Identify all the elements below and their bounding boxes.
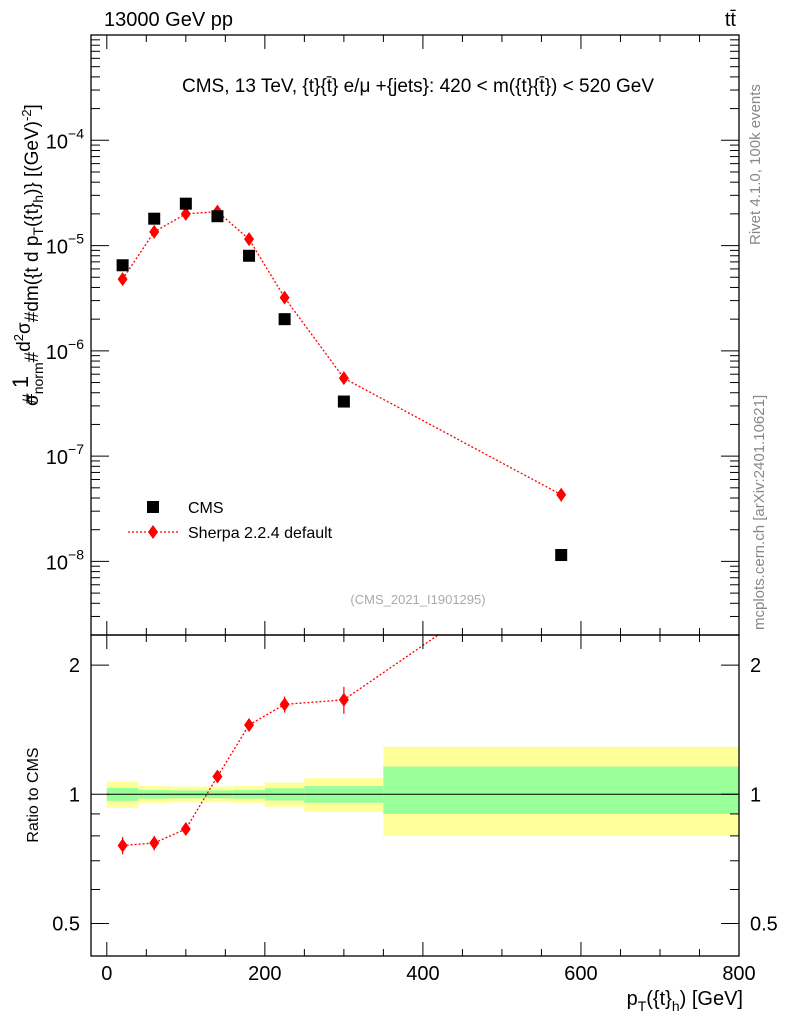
ylabel-dm: dm({t bbox=[22, 267, 43, 312]
ylabel-dpt-sub: T bbox=[30, 227, 46, 236]
main-ylabel: # 1 σnorm#d2σ#dm({t d pT({t}h)} [(GeV)-2… bbox=[8, 104, 46, 406]
ratio-x-tick-label: 400 bbox=[406, 963, 439, 985]
sherpa-line bbox=[122, 210, 562, 496]
sherpa-point bbox=[149, 224, 160, 239]
sherpa-point bbox=[117, 272, 128, 287]
sherpa-point bbox=[244, 232, 255, 247]
legend-cms-label: CMS bbox=[188, 500, 224, 517]
ratio-xlabel: pT({t}h) [GeV] bbox=[627, 988, 743, 1014]
ylabel-unit: [(GeV) bbox=[22, 121, 43, 177]
xlabel-sub: T bbox=[638, 998, 647, 1014]
legend: CMS Sherpa 2.2.4 default bbox=[128, 500, 333, 542]
cms-point bbox=[116, 259, 129, 272]
main-y-tick-label: 10−5 bbox=[46, 231, 84, 259]
ylabel-hash1: # bbox=[20, 393, 41, 404]
sherpa-point bbox=[338, 371, 349, 386]
xlabel-end: ) [GeV] bbox=[680, 988, 743, 1010]
ylabel-unit-close: ] bbox=[22, 104, 43, 109]
cms-point bbox=[278, 313, 291, 326]
main-y-tick-label: 10−4 bbox=[46, 125, 84, 153]
xlabel-sub2: h bbox=[672, 998, 680, 1014]
sherpa-points bbox=[117, 204, 567, 502]
ratio-y-tick-labels: 0.5 0.5 1 1 2 2 bbox=[52, 655, 778, 935]
ratio-sherpa-point bbox=[149, 836, 160, 851]
cms-point bbox=[555, 549, 568, 562]
cms-point bbox=[337, 395, 350, 408]
ratio-frame bbox=[90, 634, 740, 957]
ratio-sherpa-point bbox=[180, 822, 191, 837]
cms-point bbox=[148, 212, 161, 225]
ratio-x-tick-label: 0 bbox=[101, 963, 112, 985]
rivet-label: Rivet 4.1.0, 100k events bbox=[747, 84, 764, 245]
ylabel-one: 1 bbox=[8, 376, 33, 388]
main-y-tick-label: 10−8 bbox=[46, 546, 84, 574]
ylabel-dpt-rest: ({t} bbox=[22, 203, 43, 227]
ratio-y-tick-label: 0.5 bbox=[52, 913, 80, 935]
ratio-sherpa-point bbox=[212, 769, 223, 784]
xlabel-mid: ({t} bbox=[646, 988, 672, 1010]
ratio-bands bbox=[106, 746, 739, 836]
ratio-sherpa-points bbox=[117, 686, 349, 855]
ratio-y-tick-label: 2 bbox=[69, 655, 80, 677]
cms-point bbox=[179, 197, 192, 210]
legend-sherpa-marker bbox=[148, 525, 158, 539]
ratio-sherpa-point bbox=[338, 692, 349, 707]
main-panel: 10−8 10−7 10−6 10−5 10−4 CMS, 13 TeV, {t}{t̄… bbox=[8, 34, 740, 636]
ratio-sherpa-point bbox=[244, 718, 255, 733]
ylabel-sigma2: σ bbox=[14, 322, 35, 334]
ratio-x-tick-label: 600 bbox=[564, 963, 597, 985]
ratio-x-tick-label: 800 bbox=[722, 963, 755, 985]
main-y-tick-label: 10−6 bbox=[46, 336, 84, 364]
main-ticks bbox=[91, 34, 740, 636]
sherpa-point bbox=[556, 487, 567, 502]
ylabel-sigma-sub: norm bbox=[30, 362, 46, 394]
legend-sherpa-label: Sherpa 2.2.4 default bbox=[188, 525, 333, 542]
ylabel-main-text: σnorm#d2σ#dm({t d pT({t}h)} [(GeV)-2] bbox=[11, 104, 46, 406]
main-title: CMS, 13 TeV, {t}{t̄} e/μ +{jets}: 420 < … bbox=[182, 76, 654, 97]
ratio-x-tick-labels: 0 200 400 600 800 bbox=[101, 963, 755, 985]
main-y-tick-labels: 10−8 10−7 10−6 10−5 10−4 bbox=[46, 125, 84, 574]
ratio-panel: 0.5 0.5 1 1 2 2 0 200 400 600 800 Ratio to CMS pT… bbox=[25, 634, 778, 1014]
sherpa-point bbox=[180, 206, 191, 221]
ratio-y-tick-label-right: 0.5 bbox=[750, 913, 778, 935]
svg-text:# 1: # 1 bbox=[8, 376, 41, 404]
cms-points bbox=[116, 197, 568, 562]
header-left: 13000 GeV pp bbox=[104, 9, 233, 31]
ylabel-d2: d bbox=[14, 341, 35, 352]
watermark: (CMS_2021_I1901295) bbox=[350, 592, 485, 607]
ratio-y-tick-label: 1 bbox=[69, 784, 80, 806]
ratio-ticks bbox=[91, 635, 740, 956]
ratio-band-green bbox=[383, 766, 739, 814]
legend-cms-marker bbox=[147, 501, 159, 513]
ylabel-unit-sup: -2 bbox=[19, 109, 34, 121]
ylabel-dpt-sub-h: h bbox=[30, 195, 46, 203]
ratio-x-tick-label: 200 bbox=[248, 963, 281, 985]
mcplots-label: mcplots.cern.ch [arXiv:2401.10621] bbox=[751, 395, 768, 630]
ylabel-dpt: d p bbox=[22, 236, 43, 262]
ratio-ylabel: Ratio to CMS bbox=[25, 747, 42, 842]
ratio-sherpa-line bbox=[122, 634, 439, 847]
ratio-y-tick-label-right: 1 bbox=[750, 784, 761, 806]
ylabel-dpt-close: )} bbox=[22, 182, 43, 195]
ratio-sherpa-point bbox=[117, 838, 128, 853]
sherpa-point bbox=[279, 290, 290, 305]
main-frame bbox=[90, 34, 740, 636]
header-right: tt̄ bbox=[725, 9, 737, 31]
ylabel-d2-sup: 2 bbox=[11, 334, 26, 341]
ylabel-hash3: # bbox=[22, 311, 43, 322]
cms-point bbox=[211, 210, 224, 223]
xlabel-p: p bbox=[627, 988, 638, 1010]
ylabel-hash2: # bbox=[22, 351, 43, 362]
ratio-y-tick-label-right: 2 bbox=[750, 655, 761, 677]
ratio-sherpa-point bbox=[279, 697, 290, 712]
cms-point bbox=[243, 249, 256, 262]
main-y-tick-label: 10−7 bbox=[46, 441, 84, 469]
ylabel-sigma: σ bbox=[22, 394, 43, 406]
